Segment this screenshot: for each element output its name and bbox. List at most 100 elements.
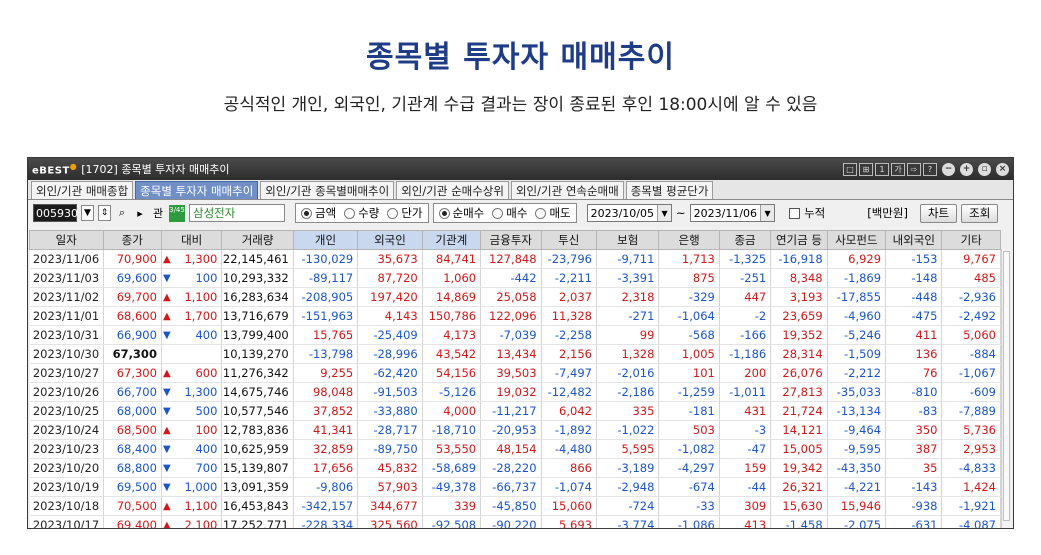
table-cell: 200 bbox=[719, 363, 772, 383]
change-cell: ▲ 100 bbox=[161, 420, 223, 440]
column-header[interactable]: 종금 bbox=[718, 230, 772, 250]
table-cell: -43,350 bbox=[827, 458, 887, 478]
table-cell: 32,859 bbox=[293, 439, 359, 459]
link-icon[interactable]: ⇨ bbox=[907, 162, 921, 176]
scrollbar-thumb[interactable] bbox=[1003, 251, 1010, 521]
table-cell: -9,464 bbox=[827, 420, 887, 440]
column-header[interactable]: 일자 bbox=[29, 230, 104, 250]
table-cell: -23,796 bbox=[541, 249, 597, 269]
column-header[interactable]: 금융투자 bbox=[480, 230, 542, 250]
radio-quantity[interactable]: 수량 bbox=[344, 205, 379, 221]
table-cell: 339 bbox=[422, 496, 482, 516]
radio-buy[interactable]: 매수 bbox=[492, 205, 527, 221]
date-to-field[interactable]: 2023/11/06 ▼ bbox=[689, 204, 776, 222]
tab-investor-trend[interactable]: 종목별 투자자 매매추이 bbox=[135, 181, 259, 199]
column-header[interactable]: 거래량 bbox=[221, 230, 294, 250]
window-titlebar[interactable]: eBEST● [1702] 종목별 투자자 매매추이 □ ⊞ 1 가 ⇨ ? −… bbox=[28, 158, 1013, 180]
table-cell: -45,850 bbox=[480, 496, 542, 516]
column-header[interactable]: 연기금 등 bbox=[770, 230, 828, 250]
restore-icon[interactable]: □ bbox=[843, 162, 857, 176]
table-cell: -9,595 bbox=[827, 439, 887, 459]
column-header[interactable]: 종가 bbox=[102, 230, 162, 250]
radio-sell[interactable]: 매도 bbox=[535, 205, 571, 221]
mode-radio-group: 금액 수량 단가 bbox=[295, 203, 429, 223]
table-row[interactable]: 2023/10/25 68,000 ▼ 500 10,577,546 37,852 -33,… bbox=[29, 401, 1001, 421]
date-from-field[interactable]: 2023/10/05 ▼ bbox=[586, 204, 673, 222]
table-cell: 21,724 bbox=[770, 401, 828, 421]
table-cell: 4,173 bbox=[422, 325, 482, 345]
dropdown-icon[interactable]: ▼ bbox=[81, 205, 94, 221]
tab-stock-trend[interactable]: 외인/기관 종목별매매추이 bbox=[260, 181, 395, 199]
close-icon[interactable]: × bbox=[996, 162, 1009, 176]
one-icon[interactable]: 1 bbox=[875, 162, 889, 176]
table-row[interactable]: 2023/11/02 69,700 ▲ 1,100 16,283,634 -208,905… bbox=[29, 287, 1001, 307]
table-row[interactable]: 2023/10/17 69,400 ▲ 2,100 17,252,771 -228,334… bbox=[29, 515, 1001, 528]
tab-consecutive[interactable]: 외인/기관 연속순매매 bbox=[510, 181, 624, 199]
chart-button[interactable]: 차트 bbox=[919, 203, 958, 223]
date-cell: 2023/10/27 bbox=[29, 363, 104, 383]
cumulative-checkbox[interactable]: 누적 bbox=[789, 205, 825, 221]
column-header[interactable]: 외국인 bbox=[357, 230, 423, 250]
radio-net-buy[interactable]: 순매수 bbox=[438, 205, 484, 221]
column-header[interactable]: 은행 bbox=[658, 230, 720, 250]
change-cell: ▲ 1,700 bbox=[161, 306, 223, 326]
play-icon[interactable]: ▸ bbox=[137, 206, 143, 220]
minimize-icon[interactable]: − bbox=[942, 162, 955, 176]
change-value: 100 bbox=[195, 271, 218, 285]
table-row[interactable]: 2023/10/19 69,500 ▼ 1,000 13,091,359 -9,806 57… bbox=[29, 477, 1001, 497]
table-row[interactable]: 2023/10/23 68,400 ▼ 400 10,625,959 32,859 -89,… bbox=[29, 439, 1001, 459]
tab-net-buy-top[interactable]: 외인/기관 순매수상위 bbox=[396, 181, 509, 199]
font-icon[interactable]: 가 bbox=[891, 162, 905, 176]
column-header[interactable]: 사모펀드 bbox=[826, 230, 887, 250]
table-cell: 35 bbox=[885, 458, 943, 478]
column-header[interactable]: 개인 bbox=[292, 230, 359, 250]
date-cell: 2023/10/17 bbox=[29, 515, 104, 528]
tab-average-price[interactable]: 종목별 평균단가 bbox=[625, 181, 714, 199]
move-icon[interactable]: + bbox=[960, 162, 973, 176]
table-cell: -12,482 bbox=[541, 382, 597, 402]
stock-code-input[interactable]: 005930 bbox=[33, 204, 78, 222]
table-header-row: 일자 종가 대비 거래량 개인 외국인 기관계 금융투자 투신 보험 은행 종금 연기금 등 사모펀드 내외… bbox=[29, 230, 1001, 250]
close-price-cell: 70,900 bbox=[103, 249, 162, 269]
table-row[interactable]: 2023/10/26 66,700 ▼ 1,300 14,675,746 98,048 -9… bbox=[29, 382, 1001, 402]
chevron-down-icon: ▼ bbox=[760, 205, 775, 221]
radio-amount[interactable]: 금액 bbox=[301, 205, 336, 221]
table-cell: 28,314 bbox=[770, 344, 828, 364]
table-cell: 45,832 bbox=[357, 458, 423, 478]
column-header[interactable]: 대비 bbox=[160, 230, 223, 250]
table-row[interactable]: 2023/10/20 68,800 ▼ 700 15,139,807 17,656 45,8… bbox=[29, 458, 1001, 478]
vertical-scrollbar[interactable] bbox=[1001, 249, 1011, 528]
table-cell: -4,833 bbox=[941, 458, 1001, 478]
tab-foreign-institution-summary[interactable]: 외인/기관 매매종합 bbox=[31, 181, 134, 199]
table-row[interactable]: 2023/10/24 68,500 ▲ 100 12,783,836 41,341 -28,… bbox=[29, 420, 1001, 440]
related-button[interactable]: 관 bbox=[152, 207, 164, 220]
close-price-cell: 69,400 bbox=[103, 515, 162, 528]
column-header[interactable]: 보험 bbox=[595, 230, 660, 250]
table-cell: 3,193 bbox=[770, 287, 828, 307]
radio-price[interactable]: 단가 bbox=[387, 205, 423, 221]
table-row[interactable]: 2023/10/18 70,500 ▲ 1,100 16,453,843 -342,157… bbox=[29, 496, 1001, 516]
column-header[interactable]: 내외국인 bbox=[885, 230, 943, 250]
tab-bar: 외인/기관 매매종합 종목별 투자자 매매추이 외인/기관 종목별매매추이 외인… bbox=[28, 180, 1013, 200]
table-row[interactable]: 2023/11/03 69,600 ▼ 100 10,293,332 -89,117 87,… bbox=[29, 268, 1001, 288]
table-row[interactable]: 2023/10/30 67,300 10,139,270 -13,798 -28,996… bbox=[29, 344, 1001, 364]
maximize-icon[interactable]: ▫ bbox=[978, 162, 991, 176]
table-row[interactable]: 2023/11/06 70,900 ▲ 1,300 22,145,461 -130,029… bbox=[29, 249, 1001, 269]
page-subtitle: 공식적인 개인, 외국인, 기관계 수급 결과는 장이 종료된 후인 18:00… bbox=[223, 95, 818, 115]
date-cell: 2023/10/19 bbox=[29, 477, 104, 497]
table-row[interactable]: 2023/11/01 68,600 ▲ 1,700 13,716,679 -151,963… bbox=[29, 306, 1001, 326]
close-price-cell: 67,300 bbox=[103, 344, 162, 364]
help-icon[interactable]: ? bbox=[923, 162, 937, 176]
table-row[interactable]: 2023/10/27 67,300 ▲ 600 11,276,342 9,255 -62,4… bbox=[29, 363, 1001, 383]
stepper-icon[interactable]: ⇕ bbox=[98, 205, 111, 221]
search-icon[interactable]: ⌕ bbox=[118, 206, 126, 219]
query-button[interactable]: 조회 bbox=[961, 203, 999, 223]
table-row[interactable]: 2023/10/31 66,900 ▼ 400 13,799,400 15,765 -25,… bbox=[29, 325, 1001, 345]
split-icon[interactable]: ⊞ bbox=[859, 162, 873, 176]
table-cell: 159 bbox=[719, 458, 772, 478]
column-header[interactable]: 기타 bbox=[941, 230, 1001, 250]
table-cell: -153 bbox=[885, 249, 943, 269]
change-value: 1,000 bbox=[184, 480, 218, 494]
column-header[interactable]: 기관계 bbox=[421, 230, 482, 250]
column-header[interactable]: 투신 bbox=[540, 230, 597, 250]
